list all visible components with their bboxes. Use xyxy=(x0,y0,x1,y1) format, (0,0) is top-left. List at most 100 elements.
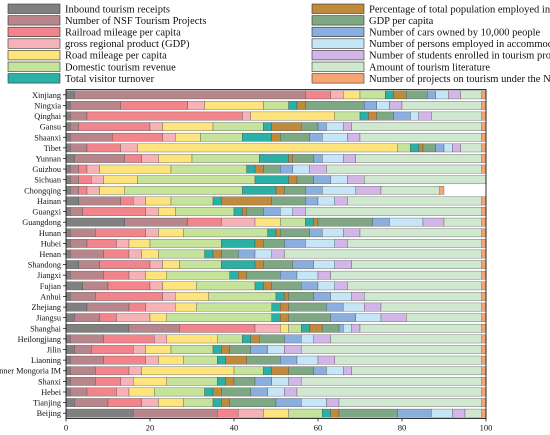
legend-swatch xyxy=(7,3,61,14)
bar-row-jiangxi xyxy=(65,270,487,280)
bar-segment-inner-mongoria-im-11 xyxy=(326,366,344,376)
bar-segment-tianjing-2 xyxy=(74,398,109,407)
bar-segment-shandong-8 xyxy=(254,260,264,269)
bar-segment-ningxia-6 xyxy=(263,101,289,110)
bar-segment-shandong-5 xyxy=(162,260,180,269)
legend-item-9: GDP per capita xyxy=(311,15,434,27)
bar-segment-guizhou-8 xyxy=(254,164,264,174)
bar-segment-anhui-13 xyxy=(364,292,482,301)
bar-segment-hainan-1 xyxy=(65,196,79,206)
legend-label: Road mileage per capita xyxy=(65,51,167,62)
bar-segment-yunnan-3 xyxy=(124,154,142,163)
bar-segment-jiangxi-8 xyxy=(238,270,247,280)
bar-segment-guangxi-4 xyxy=(145,207,159,216)
bar-segment-gansu-2 xyxy=(70,122,79,131)
bar-segment-hebei-14 xyxy=(481,387,487,397)
bar-segment-fujian-14 xyxy=(481,281,487,291)
bar-segment-tibet-4 xyxy=(120,143,138,153)
bar-segment-guangxi-13 xyxy=(305,207,482,216)
bar-segment-shanghai-3 xyxy=(179,323,256,333)
bar-segment-inner-mongoria-im-8 xyxy=(271,366,289,376)
x-tick-label-80: 80 xyxy=(398,423,407,433)
bar-row-henan xyxy=(65,249,487,259)
legend-label: Percentage of total population employed … xyxy=(369,4,550,15)
bar-segment-shaanxi-11 xyxy=(322,132,348,142)
bar-segment-yunnan-1 xyxy=(65,154,75,163)
bar-segment-henan-3 xyxy=(103,249,130,259)
bar-segment-shanxi-14 xyxy=(481,377,487,386)
bar-segment-zhejiang-12 xyxy=(364,302,382,312)
bar-segment-hunan-14 xyxy=(481,228,487,238)
y-tick-label-hunan: Hunan xyxy=(39,229,62,238)
legend-swatch xyxy=(311,15,365,26)
bar-segment-shandong-12 xyxy=(334,260,352,269)
bars xyxy=(65,90,487,418)
bar-segment-henan-10 xyxy=(238,249,256,259)
bar-segment-chongqing-10 xyxy=(305,186,323,195)
bar-segment-shanxi-5 xyxy=(133,377,167,386)
y-tick-label-tibet: Tibet xyxy=(44,144,62,153)
y-tick-label-jiangxi: Jiangxi xyxy=(37,271,62,280)
legend-item-6: Domestic tourism revenue xyxy=(7,61,176,73)
y-tick-label-fujian: Fujian xyxy=(40,282,62,291)
bar-segment-zhejiang-1 xyxy=(65,302,88,312)
bar-segment-chongqing-2 xyxy=(70,186,79,195)
bar-segment-fujian-2 xyxy=(82,281,109,291)
bar-segment-shanghai-7 xyxy=(301,323,310,333)
bar-segment-sichuan-3 xyxy=(78,175,92,185)
bar-segment-beijing-6 xyxy=(288,408,323,418)
x-tick-label-100: 100 xyxy=(480,423,493,433)
bar-segment-shandong-7 xyxy=(221,260,256,269)
bar-segment-chongqing-12 xyxy=(355,186,382,195)
bar-segment-gansu-10 xyxy=(317,122,327,131)
bar-segment-hunan-12 xyxy=(343,228,361,238)
bar-segment-yunnan-10 xyxy=(313,154,323,163)
bar-segment-qinghai-8 xyxy=(368,111,377,121)
bar-segment-hubei-13 xyxy=(347,239,482,248)
bar-segment-henan-11 xyxy=(254,249,272,259)
bar-segment-jiangsu-3 xyxy=(99,313,117,322)
bar-segment-heilongjiang-11 xyxy=(301,334,314,344)
bar-segment-chongqing-13 xyxy=(380,186,440,195)
bar-segment-jiangxi-13 xyxy=(330,270,482,280)
bar-segment-hainan-3 xyxy=(120,196,134,206)
bar-segment-henan-7 xyxy=(204,249,214,259)
y-tick-label-hubei: Hubei xyxy=(41,239,62,248)
y-tick-label-anhui: Anhui xyxy=(40,292,61,301)
bar-segment-guangxi-7 xyxy=(233,207,243,216)
bar-segment-anhui-10 xyxy=(313,292,331,301)
legend-swatch xyxy=(7,73,61,84)
bar-segment-tianjing-7 xyxy=(212,398,222,407)
bar-segment-heilongjiang-1 xyxy=(65,334,71,344)
bar-segment-heilongjiang-7 xyxy=(242,334,251,344)
bar-segment-shanghai-6 xyxy=(288,323,302,333)
y-tick-label-shanghai: Shanghai xyxy=(30,324,62,333)
bar-segment-hubei-4 xyxy=(116,239,130,248)
bar-segment-guangdong-10 xyxy=(372,217,390,227)
bar-row-shanxi xyxy=(65,377,487,386)
bar-segment-heilongjiang-12 xyxy=(313,334,331,344)
bar-segment-gansu-13 xyxy=(351,122,482,131)
bar-segment-hunan-1 xyxy=(65,228,71,238)
bar-segment-guangdong-3 xyxy=(187,217,222,227)
y-tick-label-hebei: Hebei xyxy=(41,388,62,397)
bar-segment-shanghai-10 xyxy=(338,323,344,333)
bar-segment-jiangxi-7 xyxy=(229,270,239,280)
bar-segment-beijing-10 xyxy=(397,408,432,418)
bar-segment-guangdong-7 xyxy=(305,217,314,227)
bar-segment-liaoning-13 xyxy=(334,355,482,365)
bar-segment-anhui-12 xyxy=(351,292,365,301)
bar-segment-zhejiang-4 xyxy=(145,302,176,312)
bar-segment-inner-mongoria-im-12 xyxy=(343,366,352,376)
bar-segment-jiangsu-4 xyxy=(116,313,151,322)
legend-item-4: gross regional product (GDP) xyxy=(7,38,190,50)
bar-segment-tibet-13 xyxy=(460,143,482,153)
y-tick-label-guizhou: Guizhou xyxy=(32,165,61,174)
bar-segment-liaoning-1 xyxy=(65,355,71,365)
bar-segment-xinjiang-1 xyxy=(65,90,75,100)
bar-segment-guangxi-9 xyxy=(246,207,264,216)
bar-segment-guizhou-14 xyxy=(481,164,487,174)
bar-segment-hebei-2 xyxy=(70,387,88,397)
